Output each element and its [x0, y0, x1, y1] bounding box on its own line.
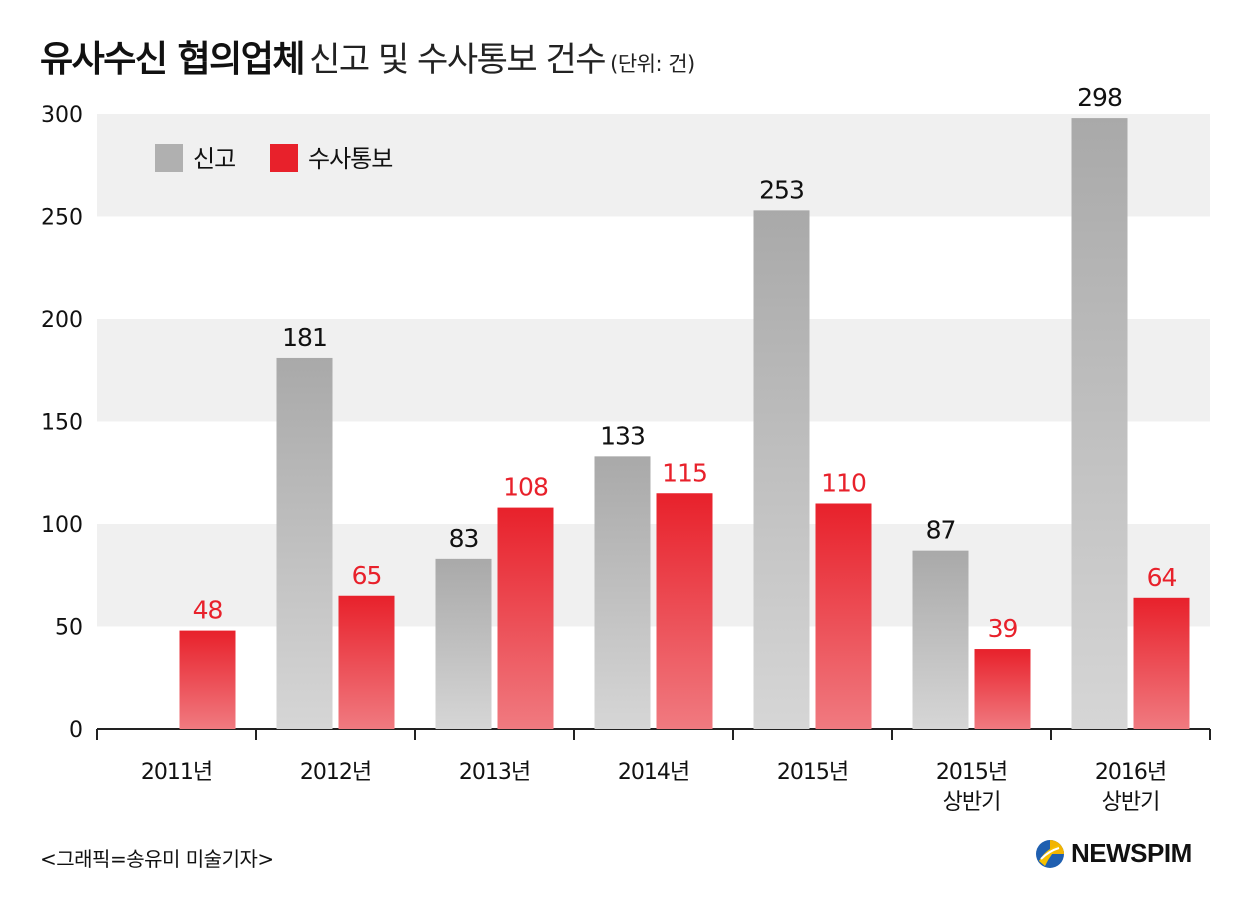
logo-text: NEWSPIM	[1071, 838, 1192, 868]
grid-band	[97, 319, 1210, 422]
bar-report	[276, 357, 333, 729]
chart-title: 유사수신 협의업체 신고 및 수사통보 건수 (단위: 건)	[40, 30, 695, 82]
data-label-investigation: 48	[193, 596, 223, 625]
x-tick-label: 2014년	[618, 760, 689, 785]
legend-swatch-report	[155, 144, 183, 172]
data-label-investigation: 115	[662, 458, 707, 487]
x-tick-label: 2012년	[300, 760, 371, 785]
bar-investigation	[656, 493, 713, 729]
x-tick-label: 2015년	[777, 760, 848, 785]
data-label-report: 298	[1077, 83, 1122, 112]
x-tick-label: 상반기	[943, 790, 1001, 815]
bar-report	[912, 550, 969, 729]
bar-report	[753, 210, 810, 730]
y-tick-label: 100	[41, 513, 83, 538]
bar-report	[435, 558, 492, 729]
newspim-logo-icon	[1036, 839, 1064, 868]
bar-investigation	[974, 649, 1031, 729]
unit-label: (단위: 건)	[610, 52, 695, 76]
data-label-investigation: 39	[988, 614, 1018, 643]
x-tick-label: 2015년	[936, 760, 1007, 785]
x-tick-label: 2016년	[1095, 760, 1166, 785]
y-tick-label: 200	[41, 308, 83, 333]
bar-investigation	[338, 595, 395, 729]
y-tick-label: 250	[41, 206, 83, 231]
bar-investigation	[1133, 597, 1190, 729]
y-tick-label: 50	[55, 616, 83, 641]
data-label-investigation: 65	[352, 561, 382, 590]
graphic-credit: <그래픽=송유미 미술기자>	[40, 847, 274, 871]
bar-investigation	[179, 630, 236, 729]
newspim-logo: NEWSPIM	[1035, 838, 1192, 869]
data-label-report: 181	[282, 323, 327, 352]
data-label-report: 253	[759, 175, 804, 204]
y-tick-label: 300	[41, 103, 83, 128]
data-label-report: 87	[926, 516, 956, 545]
data-label-investigation: 110	[821, 469, 866, 498]
legend-label-report: 신고	[193, 145, 235, 173]
bar-investigation	[497, 507, 554, 729]
bar-investigation	[815, 503, 872, 729]
title-light: 신고 및 수사통보 건수	[309, 40, 606, 80]
y-tick-label: 150	[41, 411, 83, 436]
data-label-report: 83	[449, 524, 479, 553]
legend-swatch-investigation	[270, 144, 298, 172]
bar-report	[1071, 118, 1128, 730]
grid-band	[97, 114, 1210, 217]
y-tick-label: 0	[69, 718, 83, 743]
grid-band	[97, 524, 1210, 627]
x-tick-label: 상반기	[1102, 790, 1160, 815]
legend-label-investigation: 수사통보	[308, 145, 392, 173]
data-label-report: 133	[600, 421, 645, 450]
data-label-investigation: 64	[1147, 563, 1177, 592]
title-bold: 유사수신 협의업체	[40, 39, 306, 80]
bar-report	[594, 456, 651, 729]
x-tick-label: 2013년	[459, 760, 530, 785]
data-label-investigation: 108	[503, 473, 548, 502]
x-tick-label: 2011년	[141, 760, 212, 785]
